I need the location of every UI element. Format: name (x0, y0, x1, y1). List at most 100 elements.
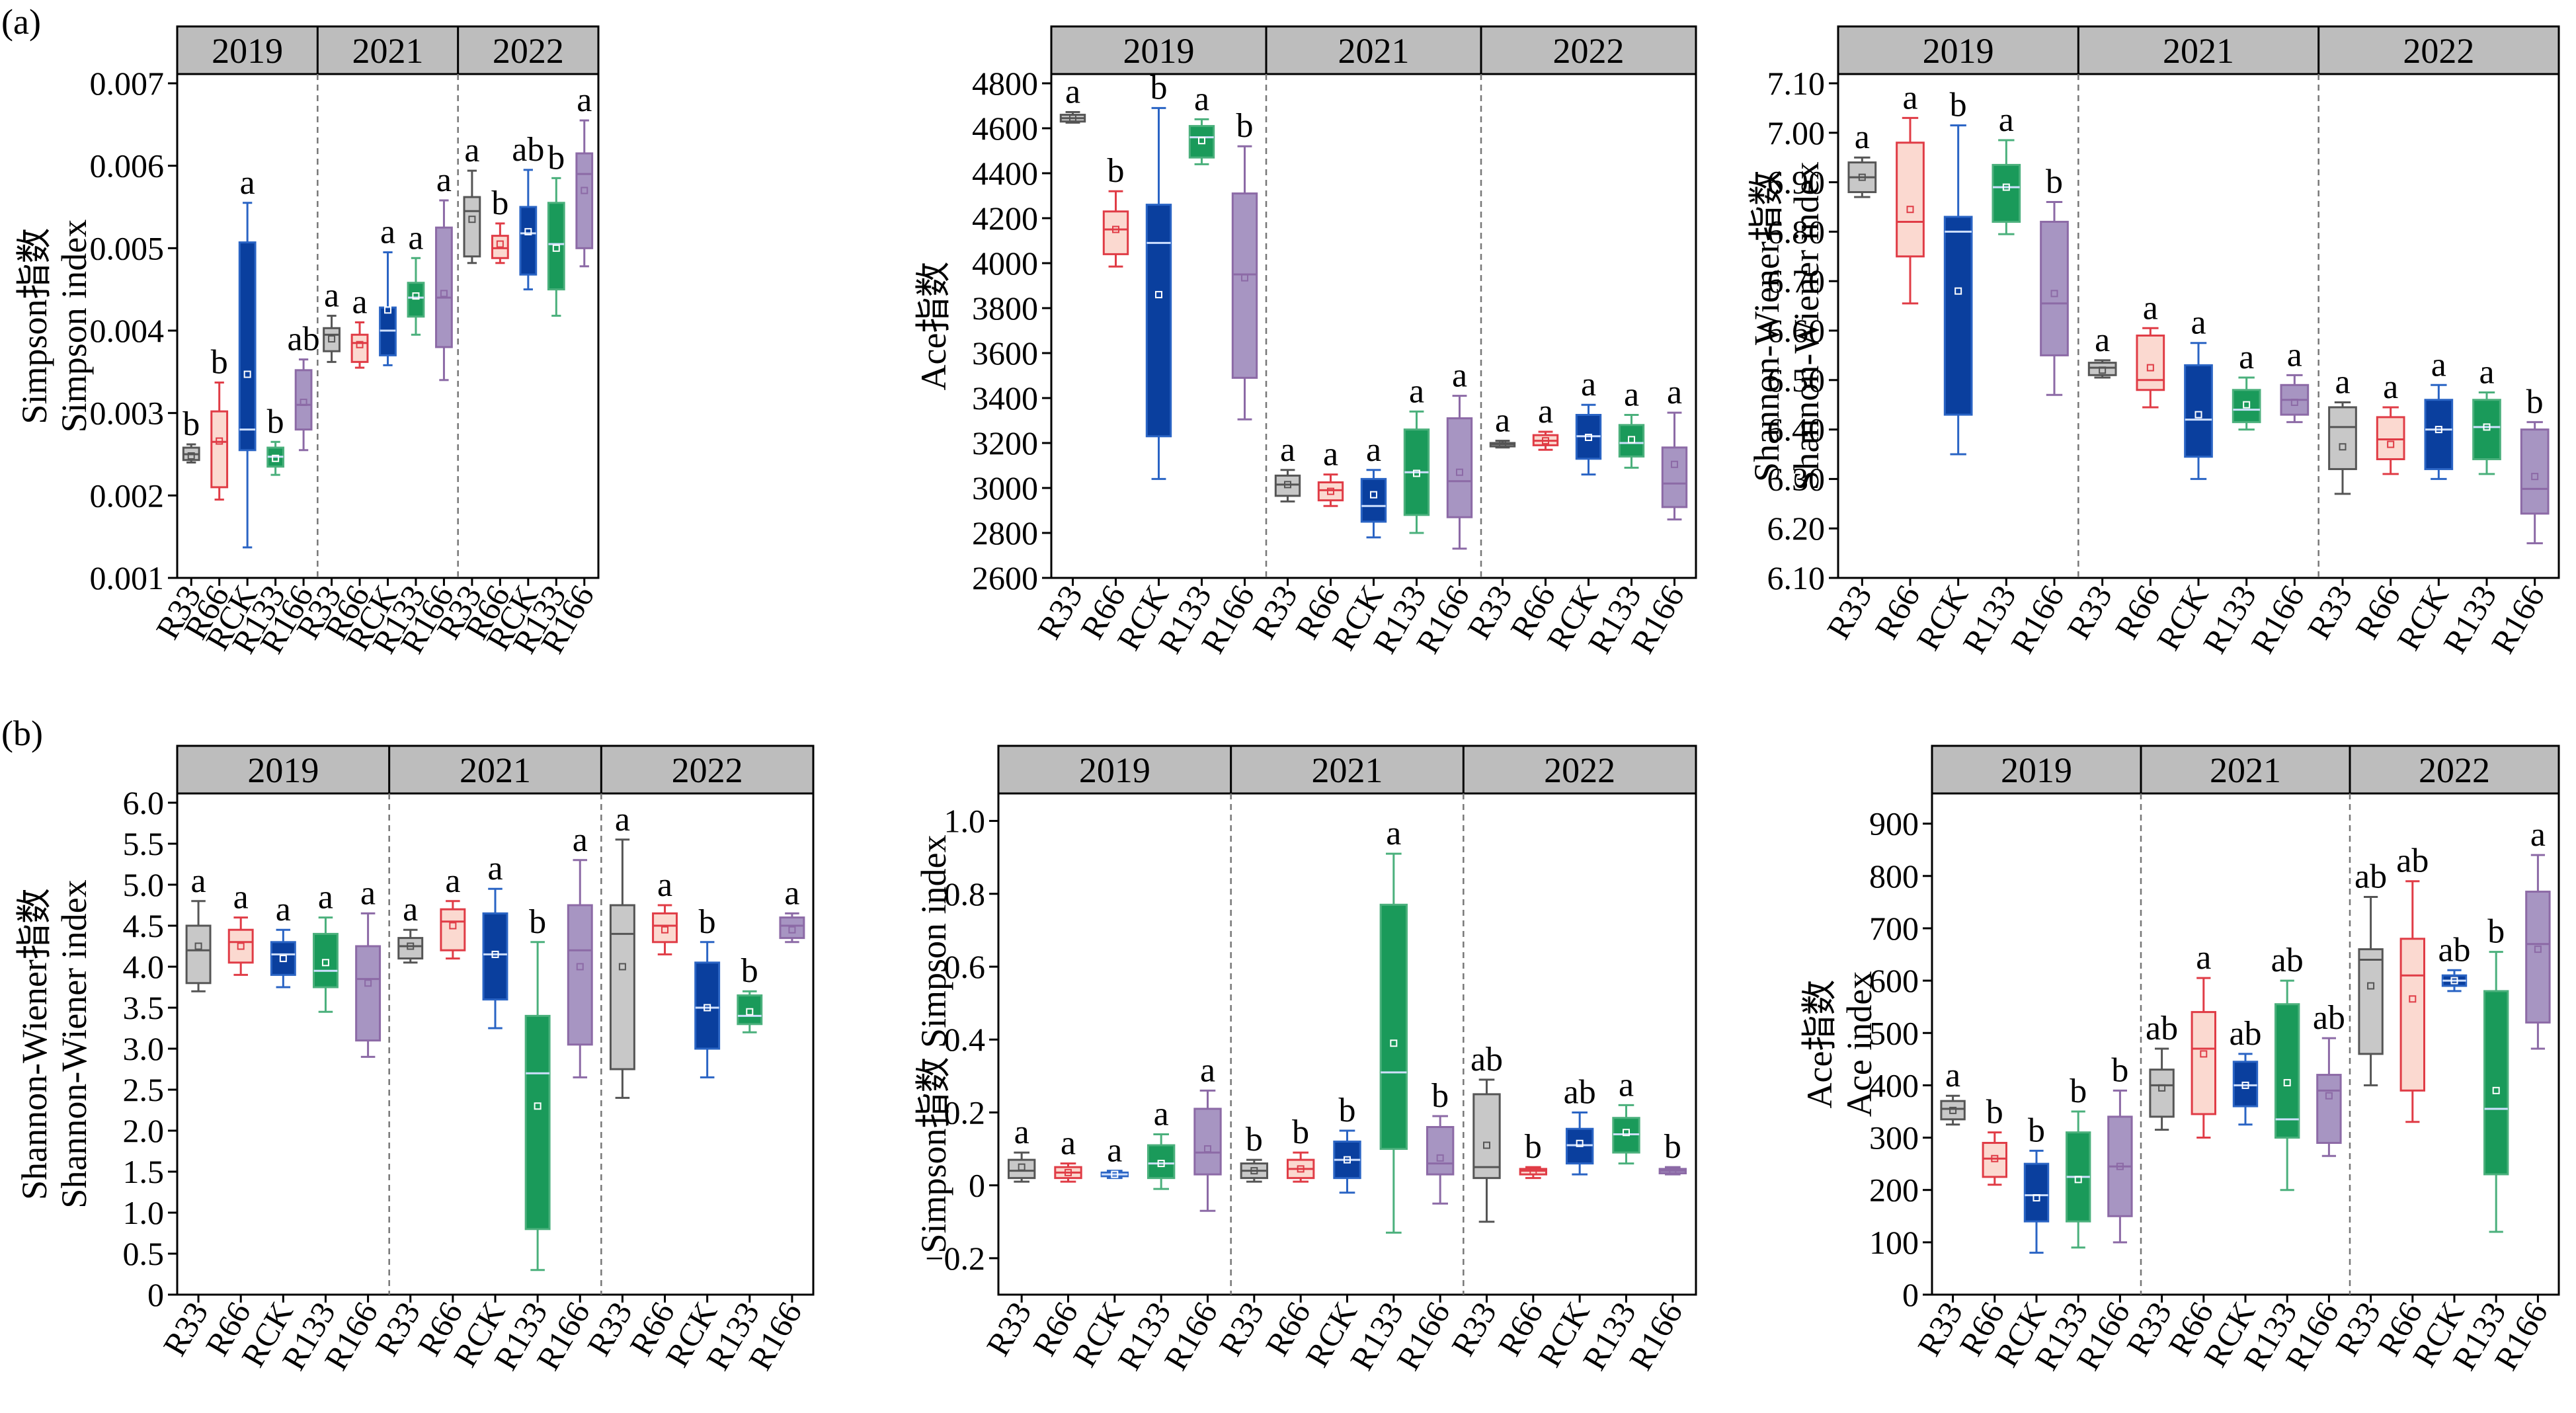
significance-letter: a (1194, 80, 1209, 118)
box-iqr (2149, 1069, 2175, 1118)
mean-marker (1065, 1168, 1072, 1176)
y-axis-label: Ace指数 (914, 262, 953, 391)
significance-letter: b (1525, 1128, 1542, 1166)
box-iqr (1661, 446, 1688, 508)
x-tick-label: R33 (1444, 1296, 1504, 1362)
y-tick-label: 4600 (972, 110, 1038, 147)
mean-marker (1327, 487, 1334, 495)
mean-marker (1669, 1167, 1677, 1175)
box-2019-R66: a (1896, 79, 1925, 305)
year-label-2021: 2021 (1338, 31, 1410, 71)
mean-marker (1585, 434, 1592, 441)
y-tick-label: 0 (1902, 1276, 1919, 1313)
significance-letter: a (1061, 1125, 1076, 1162)
mean-marker (618, 963, 626, 971)
y-tick-label: 1.0 (123, 1194, 165, 1231)
mean-marker (1954, 287, 1962, 295)
mean-marker (2200, 1050, 2208, 1058)
mean-marker (2033, 1194, 2040, 1202)
significance-letter: ab (2146, 1010, 2178, 1047)
significance-letter: a (1366, 431, 1381, 469)
mean-marker (788, 926, 796, 934)
box-2021-R166: a (1446, 357, 1473, 550)
mean-marker (1623, 1129, 1630, 1137)
box-iqr (547, 202, 565, 291)
y-tick-label: 0.003 (90, 395, 165, 432)
box-2019-RCK: b (1145, 69, 1172, 480)
x-tick-label: R33 (979, 1296, 1039, 1362)
significance-letter: a (2335, 363, 2350, 401)
y-tick-label: 600 (1869, 962, 1919, 999)
mean-marker (1111, 1170, 1119, 1178)
year-label-2021: 2021 (1312, 750, 1383, 790)
box-2022-R166: a (575, 81, 594, 268)
y-tick-label: 0.2 (944, 1094, 986, 1131)
y-axis-label: Simpson指数 Simpson index (914, 834, 953, 1253)
box-iqr (1943, 216, 1973, 416)
mean-marker (1628, 436, 1635, 444)
box-2022-R133: b (547, 139, 565, 317)
mean-marker (534, 1102, 542, 1110)
significance-letter: a (240, 164, 255, 202)
mean-marker (2116, 1162, 2124, 1170)
x-tick-label: R133 (2436, 579, 2504, 660)
box-iqr (1618, 424, 1645, 458)
significance-letter: a (464, 132, 479, 169)
significance-letter: a (1280, 431, 1295, 469)
box-2022-R166: a (1661, 374, 1688, 521)
x-tick-label: R133 (2196, 579, 2264, 660)
mean-marker (356, 341, 364, 348)
significance-letter: a (2239, 339, 2254, 376)
year-label-2022: 2022 (672, 750, 743, 790)
y-axis-label: Simpson index (54, 220, 94, 433)
box-iqr (519, 206, 538, 276)
x-tick-label: R166 (2003, 579, 2072, 660)
mean-marker (1991, 1154, 1999, 1162)
y-tick-label: 700 (1869, 910, 1919, 947)
box-iqr (2520, 428, 2550, 515)
mean-marker (1204, 1145, 1211, 1153)
box-2022-R33: ab (1470, 1041, 1503, 1223)
significance-letter: b (529, 903, 546, 941)
significance-letter: a (784, 874, 799, 912)
box-2019-RCK: b (1943, 87, 1973, 456)
box-2019-RCK: b (2023, 1111, 2050, 1254)
mean-marker (1018, 1163, 1026, 1171)
significance-letter: b (211, 344, 228, 382)
y-tick-label: 7.10 (1767, 65, 1826, 102)
mean-marker (2435, 426, 2442, 434)
mean-marker (2099, 366, 2107, 374)
box-2021-RCK: a (379, 214, 397, 366)
box-iqr (323, 327, 341, 352)
box-2019-R66: a (1054, 1125, 1082, 1183)
y-tick-label: 3800 (972, 290, 1038, 327)
box-2019-R66: a (227, 879, 254, 976)
mean-marker (1499, 440, 1506, 448)
y-tick-label: 0.8 (944, 875, 986, 912)
y-tick-label: 200 (1869, 1172, 1919, 1209)
significance-letter: b (1292, 1113, 1309, 1151)
box-2019-R66: b (1982, 1094, 2007, 1186)
mean-marker (704, 1004, 711, 1012)
box-2019-R33: a (1940, 1057, 1966, 1126)
chart-1: 2019 2021 2022 0.001 0.002 0.003 0.004 0.005 0.0… (15, 25, 601, 659)
mean-marker (491, 950, 499, 958)
mean-marker (1297, 1165, 1305, 1173)
significance-letter: ab (512, 131, 544, 169)
box-2021-R133: a (407, 219, 425, 336)
box-iqr (575, 152, 594, 249)
mean-marker (1157, 1160, 1165, 1168)
significance-letter: b (2046, 163, 2063, 201)
mean-marker (2387, 440, 2395, 448)
box-2019-R66: b (210, 344, 229, 501)
box-2022-R33: ab (2355, 858, 2387, 1086)
box-2019-RCK: a (270, 891, 296, 989)
mean-marker (2290, 398, 2298, 406)
y-tick-label: 6.80 (1767, 213, 1826, 250)
significance-letter: a (615, 801, 630, 838)
y-tick-label: 1.5 (123, 1153, 165, 1190)
box-2019-R133: a (313, 879, 339, 1013)
y-tick-label: 6.20 (1767, 510, 1826, 547)
mean-marker (1069, 114, 1076, 122)
significance-letter: b (1950, 87, 1967, 124)
